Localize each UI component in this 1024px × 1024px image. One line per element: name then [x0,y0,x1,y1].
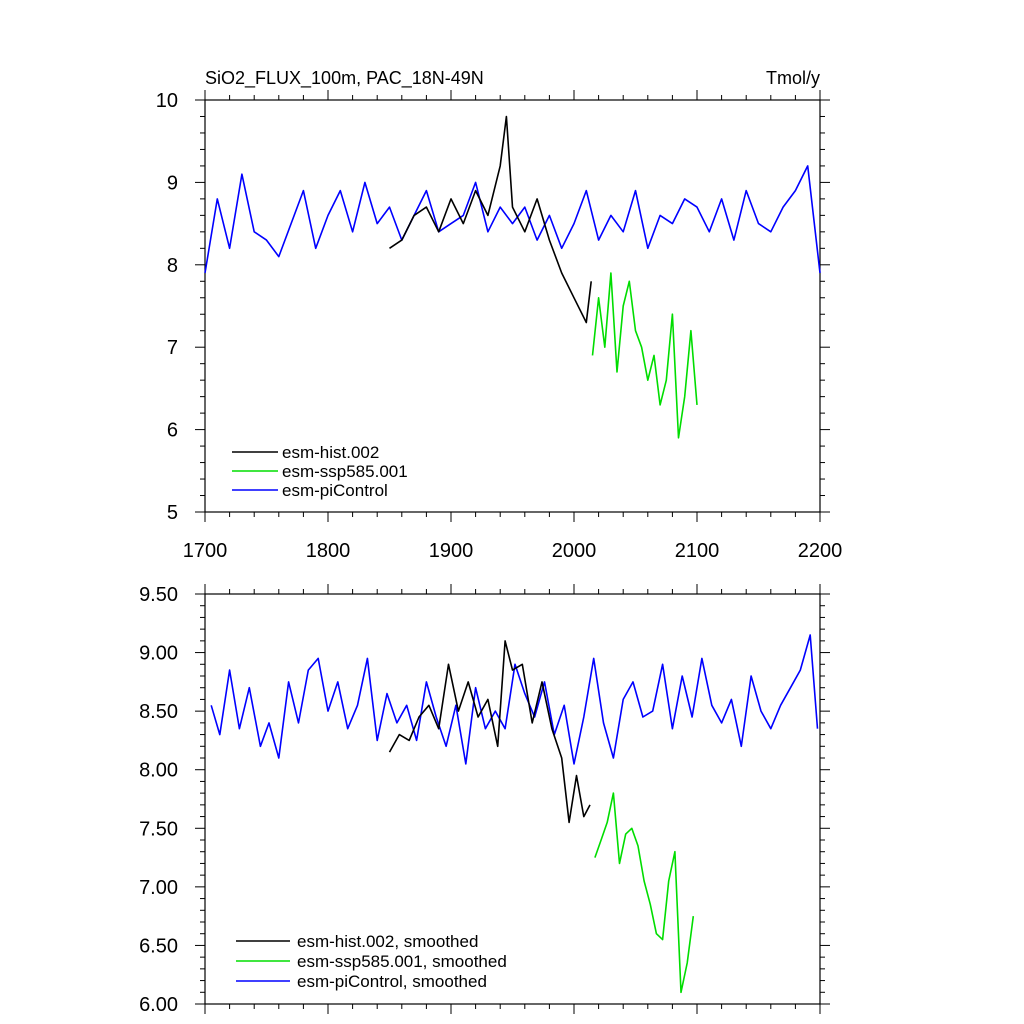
series-line-esm-picontrol-smoothed [210,634,819,765]
x-tick-label: 2000 [552,540,597,562]
top-panel-title: SiO2_FLUX_100m, PAC_18N-49N [205,68,484,89]
bottom-plot-frame [204,593,821,1005]
series-line-esm-hist-002 [389,115,592,324]
y-tick-label: 7 [167,337,178,359]
y-tick-label: 5 [167,502,178,524]
y-tick-label: 7.00 [139,877,178,899]
top-panel-units: Tmol/y [766,68,820,88]
x-tick-label: 2200 [798,540,843,562]
top-ticks: 1700 1800 1900 2000 2100 2200 5 6 7 8 9 10 [156,90,843,562]
x-tick-label: 1900 [429,540,474,562]
y-tick-label: 9.50 [139,584,178,606]
x-tick-label: 2100 [675,540,720,562]
y-tick-label: 8.50 [139,701,178,723]
y-tick-label: 9 [167,172,178,194]
legend-label-picontrol-smoothed: esm-piControl, smoothed [297,972,487,991]
bottom-ticks: 6.00 6.50 7.00 7.50 8.00 8.50 9.00 9.50 [139,584,830,1016]
top-panel: SiO2_FLUX_100m, PAC_18N-49N Tmol/y 1700 1… [156,68,843,562]
series-line-esm-picontrol [204,165,821,274]
x-tick-label: 1700 [183,540,228,562]
y-tick-label: 9.00 [139,643,178,665]
y-tick-label: 8.00 [139,760,178,782]
legend-label-hist-smoothed: esm-hist.002, smoothed [297,932,478,951]
bottom-legend: esm-hist.002, smoothed esm-ssp585.001, s… [236,932,507,991]
y-tick-label: 8 [167,255,178,277]
top-series [204,115,821,439]
legend-label-ssp585-smoothed: esm-ssp585.001, smoothed [297,952,507,971]
legend-label-hist: esm-hist.002 [282,443,379,462]
y-tick-label: 6 [167,420,178,442]
y-tick-label: 6.00 [139,994,178,1016]
y-tick-label: 7.50 [139,818,178,840]
series-line-esm-ssp585-001 [591,272,698,439]
top-plot-frame [204,99,821,513]
bottom-panel: 6.00 6.50 7.00 7.50 8.00 8.50 9.00 9.50 esm-his… [139,584,830,1016]
x-tick-label: 1800 [306,540,351,562]
series-line-esm-hist-002-smoothed [388,640,591,824]
legend-label-ssp585: esm-ssp585.001 [282,462,408,481]
y-tick-label: 10 [156,90,178,112]
bottom-series [210,634,819,994]
series-line-esm-ssp585-001-smoothed [594,792,695,994]
y-tick-label: 6.50 [139,935,178,957]
legend-label-picontrol: esm-piControl [282,481,388,500]
top-legend: esm-hist.002 esm-ssp585.001 esm-piContro… [232,443,408,500]
